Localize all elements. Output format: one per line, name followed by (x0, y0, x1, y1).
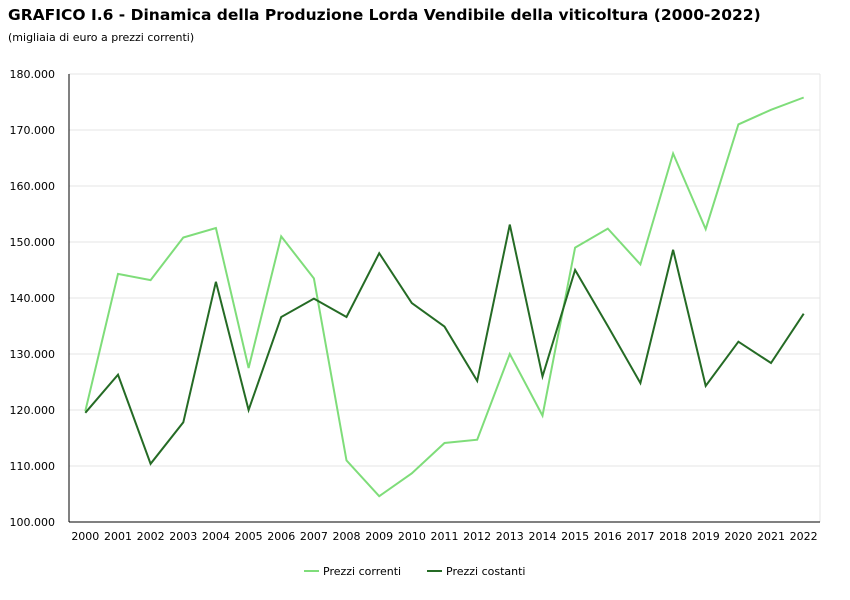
series-lines (84, 96, 805, 498)
x-tick-label: 2009 (365, 530, 393, 543)
legend-label: Prezzi costanti (446, 565, 526, 578)
y-tick-label: 110.000 (10, 460, 56, 473)
x-tick-label: 2000 (71, 530, 99, 543)
x-tick-label: 2011 (431, 530, 459, 543)
x-tick-label: 2012 (463, 530, 491, 543)
y-tick-label: 160.000 (10, 180, 56, 193)
x-tick-label: 2001 (104, 530, 132, 543)
y-tick-label: 180.000 (10, 68, 56, 81)
x-tick-label: 2018 (659, 530, 687, 543)
y-tick-label: 130.000 (10, 348, 56, 361)
y-axis-ticks: 100.000 110.000 120.000 130.000 140.000 150.0… (10, 68, 56, 529)
y-tick-label: 170.000 (10, 124, 56, 137)
x-tick-label: 2005 (235, 530, 263, 543)
x-axis-ticks: 2000 2001 2002 2003 2004 2005 2006 2007 2008 2009… (71, 530, 817, 543)
x-tick-label: 2016 (594, 530, 622, 543)
legend-item-prezzi-correnti: Prezzi correnti (304, 565, 401, 578)
x-tick-label: 2004 (202, 530, 230, 543)
y-tick-label: 150.000 (10, 236, 56, 249)
legend-item-prezzi-costanti: Prezzi costanti (427, 565, 526, 578)
x-tick-label: 2021 (757, 530, 785, 543)
x-tick-label: 2022 (790, 530, 818, 543)
legend-label: Prezzi correnti (323, 565, 401, 578)
x-tick-label: 2008 (333, 530, 361, 543)
y-tick-label: 120.000 (10, 404, 56, 417)
chart-subtitle: (migliaia di euro a prezzi correnti) (8, 31, 195, 44)
y-tick-label: 140.000 (10, 292, 56, 305)
x-tick-label: 2002 (137, 530, 165, 543)
chart-title: GRAFICO I.6 - Dinamica della Produzione … (8, 6, 761, 24)
y-tick-label: 100.000 (10, 516, 56, 529)
axes (68, 74, 820, 523)
legend: Prezzi correnti Prezzi costanti (304, 565, 526, 578)
x-tick-label: 2019 (692, 530, 720, 543)
x-tick-label: 2003 (169, 530, 197, 543)
series-line-prezzi-costanti (84, 224, 805, 466)
x-tick-label: 2020 (724, 530, 752, 543)
grid-lines (69, 73, 821, 522)
x-tick-label: 2015 (561, 530, 589, 543)
x-tick-label: 2013 (496, 530, 524, 543)
x-tick-label: 2006 (267, 530, 295, 543)
x-tick-label: 2007 (300, 530, 328, 543)
x-tick-label: 2010 (398, 530, 426, 543)
series-line-prezzi-correnti (84, 96, 805, 498)
x-tick-label: 2017 (626, 530, 654, 543)
x-tick-label: 2014 (528, 530, 556, 543)
